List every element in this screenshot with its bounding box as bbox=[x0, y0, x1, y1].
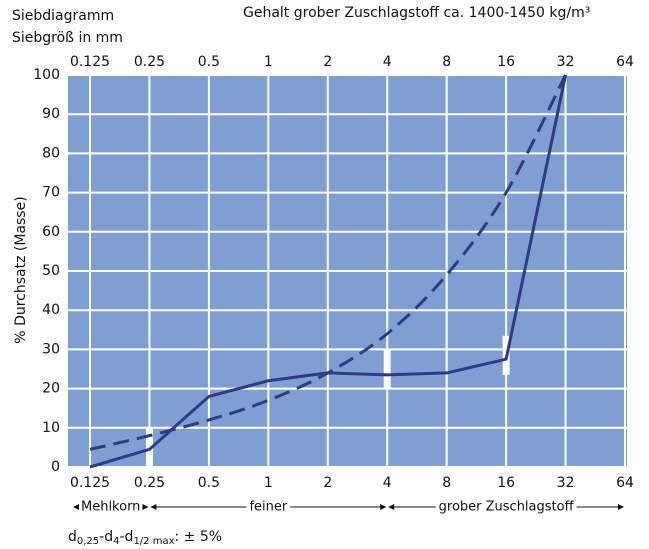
chart-title: Gehalt grober Zuschlagstoff ca. 1400-145… bbox=[243, 5, 590, 21]
x-tick-label-top: 32 bbox=[557, 54, 575, 70]
footnote-part: d bbox=[68, 529, 77, 545]
y-tick-label: 10 bbox=[42, 420, 60, 436]
x-tick-label: 1 bbox=[264, 475, 273, 491]
y-tick-label: 60 bbox=[42, 224, 60, 240]
x-tick-label-top: 16 bbox=[497, 54, 515, 70]
x-tick-label-top: 1 bbox=[264, 54, 273, 70]
arrow-head bbox=[388, 504, 395, 510]
x-tick-label-top: 0.5 bbox=[198, 54, 220, 70]
footnote-part: 0,25 bbox=[77, 536, 99, 547]
x-tick-label: 0.5 bbox=[198, 475, 220, 491]
dashed-line bbox=[89, 74, 567, 451]
x-tick-label-top: 64 bbox=[616, 54, 634, 70]
y-tick-label: 90 bbox=[42, 106, 60, 122]
y-axis-label: % Durchsatz (Masse) bbox=[13, 196, 29, 343]
y-tick-label: 40 bbox=[42, 302, 60, 318]
x-tick-label-top: 8 bbox=[442, 54, 451, 70]
x-tick-label: 8 bbox=[442, 475, 451, 491]
arrow-head bbox=[150, 504, 157, 510]
range-label: Mehlkorn bbox=[81, 500, 140, 515]
tolerance-bar bbox=[383, 349, 391, 389]
y-tick-label: 50 bbox=[42, 263, 60, 279]
x-tick-label-top: 0.25 bbox=[134, 54, 165, 70]
y-tick-label: 100 bbox=[33, 67, 60, 83]
arrow-head bbox=[142, 504, 149, 510]
footnote-part: -d bbox=[119, 529, 133, 545]
x-tick-label-top: 2 bbox=[323, 54, 332, 70]
footnote-part: 4 bbox=[113, 536, 119, 547]
x-tick-label: 0.25 bbox=[134, 475, 165, 491]
arrow-head bbox=[380, 504, 387, 510]
y-tick-label: 0 bbox=[51, 459, 60, 475]
x-tick-label: 4 bbox=[383, 475, 392, 491]
range-label: feiner bbox=[249, 500, 287, 515]
x-tick-label: 0.125 bbox=[70, 475, 110, 491]
footnote-part: -d bbox=[99, 529, 113, 545]
footnote: d0,25-d4-d1/2 max: ± 5% bbox=[68, 529, 222, 547]
subtitle: Siebgröß in mm bbox=[12, 30, 123, 46]
x-tick-label: 32 bbox=[557, 475, 575, 491]
x-tick-label: 64 bbox=[616, 475, 634, 491]
range-label: grober Zuschlagstoff bbox=[439, 500, 575, 515]
x-tick-label: 2 bbox=[323, 475, 332, 491]
x-tick-label: 16 bbox=[497, 475, 515, 491]
footnote-part: 1/2 max bbox=[133, 536, 174, 547]
x-tick-label-top: 0.125 bbox=[70, 54, 110, 70]
y-tick-label: 30 bbox=[42, 341, 60, 357]
arrow-head bbox=[618, 504, 624, 510]
footnote-part: : ± 5% bbox=[175, 529, 223, 545]
subtitle: Siebdiagramm bbox=[12, 8, 114, 24]
arrow-head bbox=[73, 504, 79, 510]
x-tick-label-top: 4 bbox=[383, 54, 392, 70]
y-tick-label: 70 bbox=[42, 185, 60, 201]
y-tick-label: 20 bbox=[42, 381, 60, 397]
y-tick-label: 80 bbox=[42, 145, 60, 161]
